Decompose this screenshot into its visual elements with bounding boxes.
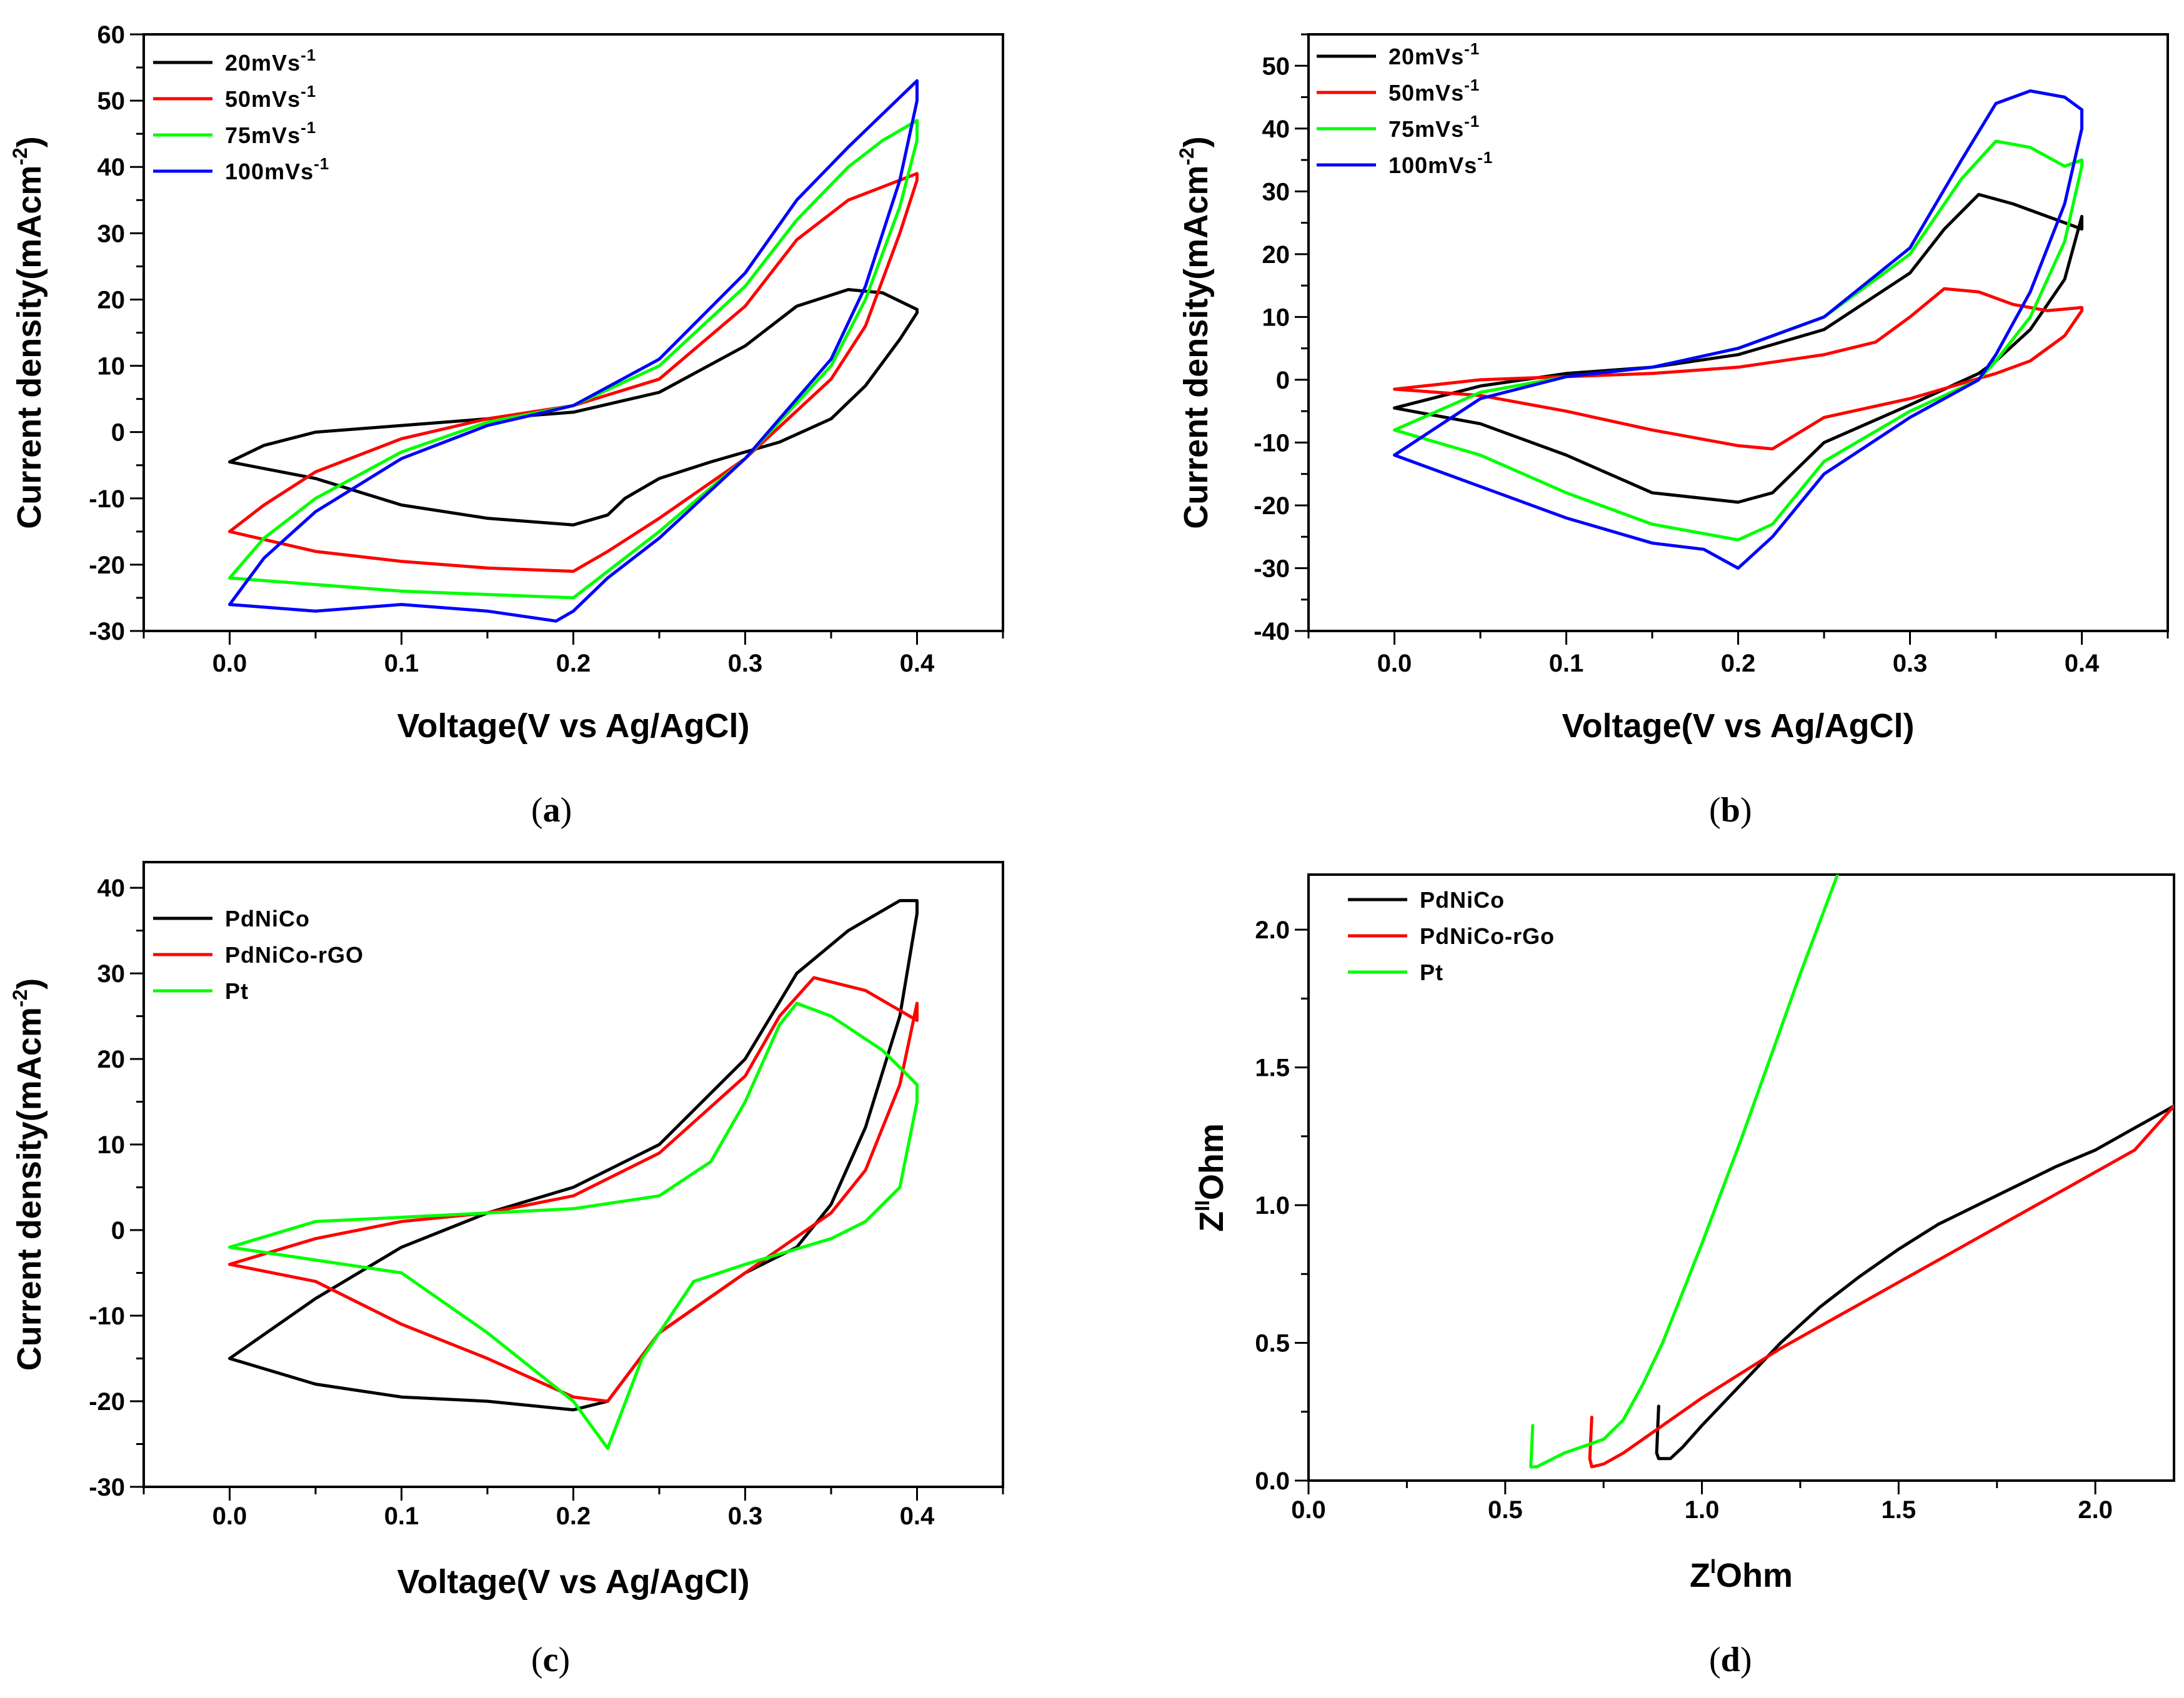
caption-d: (d) [1709,1641,1752,1679]
x-tick-label: 0.4 [2065,650,2100,677]
y-tick-label: 2.0 [1255,916,1290,944]
y-tick-label: 30 [97,960,126,988]
x-tick-label: 0.5 [1488,1496,1523,1524]
plot-frame [1307,873,2175,1482]
x-axis-label: ZIOhm [1690,1555,1793,1594]
y-tick-label: -10 [89,1303,125,1330]
y-tick-label: 30 [1262,178,1290,206]
series-line-pdnico [1655,1104,2174,1461]
legend-entry: Pt [225,978,249,1004]
legend-entry: PdNiCo-rGo [1420,923,1555,949]
x-tick-label: 0.3 [728,1502,763,1530]
x-tick-label: 0.0 [1291,1496,1326,1524]
y-tick-label: 40 [1262,116,1290,143]
series-line-50mvs [1393,287,2083,450]
series-line-75mvs [1393,139,2083,542]
legend-entry: 100mVs-1 [225,154,329,184]
y-tick-label: 60 [97,21,126,49]
legend-entry: 20mVs-1 [1389,39,1480,69]
y-tick-label: 20 [97,1046,126,1073]
y-tick-label: 20 [1262,241,1290,269]
y-axis-label: ZIIOhm [1191,1123,1230,1232]
y-tick-label: -30 [1254,555,1290,582]
legend-entry: 75mVs-1 [1389,112,1480,142]
y-tick-label: -10 [1254,429,1290,457]
y-tick-label: 1.5 [1255,1055,1290,1082]
legend-entry: PdNiCo-rGO [225,942,364,968]
y-tick-label: -20 [89,552,125,579]
caption-c: (c) [531,1641,571,1679]
chart-panel-a: 0.0 0.1 0.2 0.3 0.4 -30 -20 -10 0 10 20 30 40 50 60 Vol… [9,21,1004,745]
series-line-50mvs [228,172,919,573]
legend-entry: 20mVs-1 [225,46,316,76]
y-tick-label: 40 [97,154,126,181]
y-tick-label: 0 [111,419,125,447]
series-line-20mvs [1393,192,2083,504]
x-tick-label: 1.0 [1685,1496,1720,1524]
y-tick-label: 10 [1262,304,1290,331]
y-tick-label: -30 [89,1474,125,1501]
y-tick-label: -20 [1254,492,1290,520]
x-tick-label: 1.5 [1882,1496,1917,1524]
x-tick-label: 2.0 [2078,1496,2113,1524]
legend-entry: 50mVs-1 [225,82,316,112]
y-tick-label: 0 [111,1217,125,1244]
x-tick-label: 0.3 [1893,650,1928,677]
legend-entry: Pt [1420,960,1444,985]
y-tick-label: 50 [1262,52,1290,80]
chart-panel-b: 0.0 0.1 0.2 0.3 0.4 -40 -30 -20 -10 0 10 20 30 40 50 Vo… [1175,33,2169,745]
y-tick-label: -30 [89,618,125,645]
x-tick-label: 0.2 [1721,650,1756,677]
x-tick-label: 0.2 [556,650,591,677]
series-line-100mvs [228,79,919,623]
x-axis-label: Voltage(V vs Ag/AgCl) [397,1563,749,1601]
y-tick-label: 1.0 [1255,1192,1290,1219]
caption-a: (a) [531,791,572,830]
x-tick-label: 0.0 [1377,650,1412,677]
x-tick-label: 0.4 [900,650,935,677]
y-tick-label: 0.0 [1255,1467,1290,1495]
legend-entry: 50mVs-1 [1389,76,1480,106]
legend-entry: 100mVs-1 [1389,148,1493,178]
chart-panel-d: 0.0 0.5 1.0 1.5 2.0 0.0 0.5 1.0 1.5 2.0 ZIOhm ZIIOh… [1191,873,2175,1594]
y-tick-label: -10 [89,485,125,513]
series-line-75mvs [228,119,919,600]
chart-panel-c: 0.0 0.1 0.2 0.3 0.4 -30 -20 -10 0 10 20 30 40 Voltage… [9,861,1004,1601]
y-tick-label: -40 [1254,618,1290,645]
y-tick-label: 10 [97,1131,126,1159]
series-line-pt [228,1001,919,1450]
y-tick-label: 0 [1276,367,1290,394]
x-tick-label: 0.3 [728,650,763,677]
x-tick-label: 0.0 [212,1502,247,1530]
series-line-100mvs [1393,89,2083,570]
x-tick-label: 0.4 [900,1502,935,1530]
caption-b: (b) [1709,791,1752,830]
x-tick-label: 0.1 [1549,650,1584,677]
series-line-pdnico [228,899,919,1412]
y-tick-label: -20 [89,1388,125,1416]
y-tick-label: 0.5 [1255,1330,1290,1358]
series-line-pdnico-rgo [228,976,919,1403]
y-axis-label: Current density(mAcm-2) [9,978,48,1371]
y-axis-label: Current density(mAcm-2) [9,136,48,529]
x-tick-label: 0.1 [384,1502,419,1530]
series-line-pdnico-rgo [1588,1104,2174,1469]
y-tick-label: 30 [97,220,126,247]
legend-entry: PdNiCo [225,906,310,931]
legend-entry: PdNiCo [1420,887,1505,913]
y-axis-label: Current density(mAcm-2) [1175,136,1215,529]
y-tick-label: 10 [97,353,126,380]
x-tick-label: 0.0 [212,650,247,677]
y-tick-label: 40 [97,875,126,902]
x-tick-label: 0.2 [556,1502,591,1530]
x-tick-label: 0.1 [384,650,419,677]
y-tick-label: 50 [97,87,126,115]
x-axis-label: Voltage(V vs Ag/AgCl) [397,707,749,745]
y-tick-label: 20 [97,286,126,314]
legend-entry: 75mVs-1 [225,118,316,148]
series-line-pt [1529,875,1840,1469]
x-axis-label: Voltage(V vs Ag/AgCl) [1562,707,1914,745]
